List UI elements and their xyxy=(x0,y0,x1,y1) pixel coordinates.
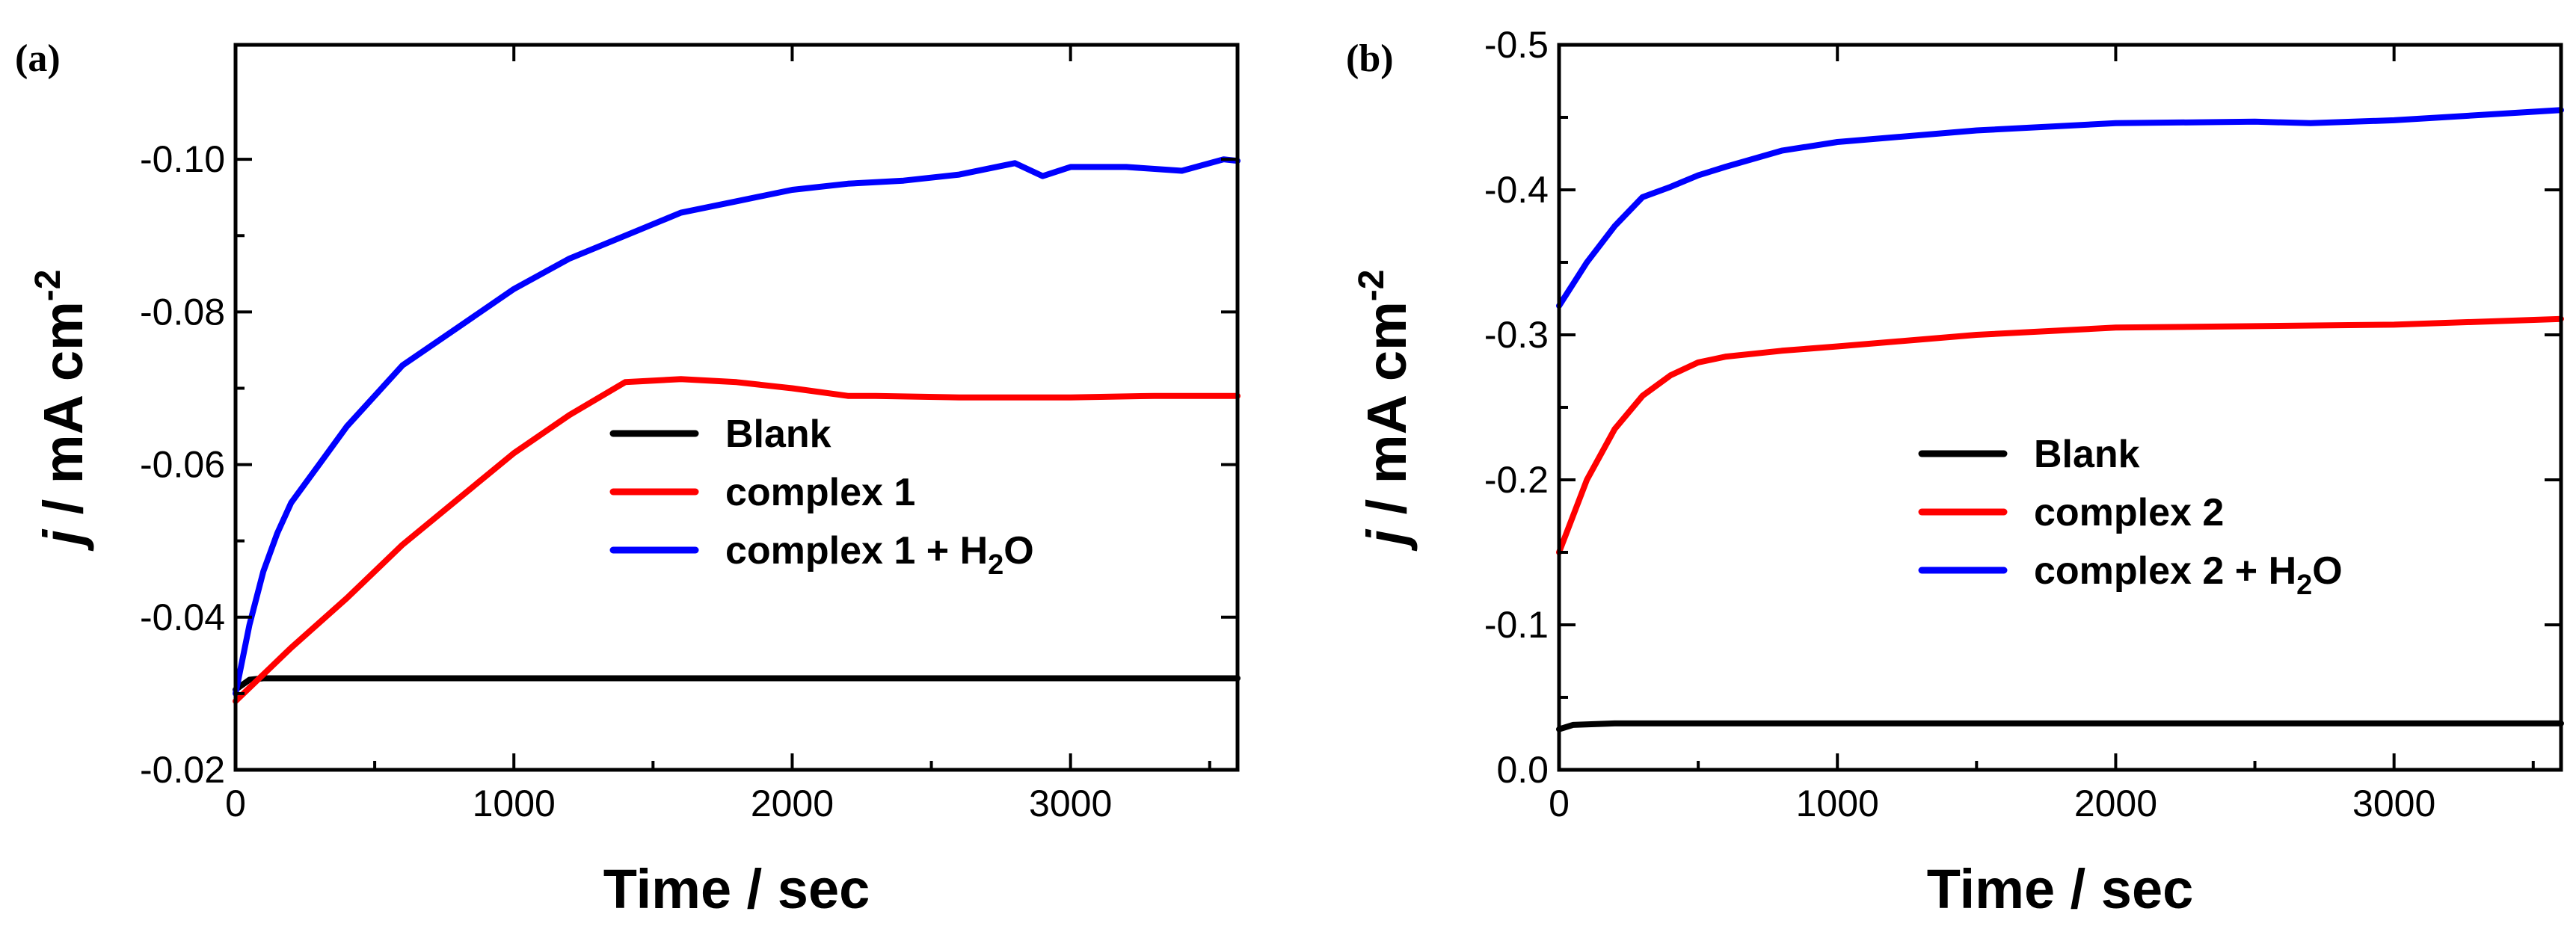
legend-label: complex 1 + H2O xyxy=(725,529,1034,581)
y-tick-label: -0.2 xyxy=(1484,459,1549,501)
y-axis-title: j / mA cm-2 xyxy=(28,270,94,552)
legend-label: complex 2 + H2O xyxy=(2034,549,2343,601)
y-tick-label: -0.10 xyxy=(140,138,225,180)
legend-label: Blank xyxy=(2034,433,2140,476)
legend-label-subscript: 2 xyxy=(988,549,1003,581)
x-tick-label: 2000 xyxy=(2074,783,2157,824)
x-tick-label: 0 xyxy=(225,783,246,824)
y-tick-label: -0.06 xyxy=(140,444,225,486)
legend-label: complex 1 xyxy=(725,471,915,514)
x-tick-label: 1000 xyxy=(1796,783,1879,824)
chart-panel-b: (b) 0 1000 2000 3000 0.0 -0.1 -0.2 -0.3 -0.4 -0.5… xyxy=(1346,24,2564,920)
series-line-complex-2 xyxy=(1556,315,2564,555)
y-tick-label: -0.02 xyxy=(140,749,225,791)
series-line-complex-1 xyxy=(233,376,1241,705)
panel-label: (a) xyxy=(15,37,61,80)
plot-frame xyxy=(233,43,1240,772)
x-tick-label: 0 xyxy=(1549,783,1570,824)
y-tick-label: -0.1 xyxy=(1484,604,1549,646)
legend-label-tail: O xyxy=(2312,549,2342,593)
series-line-complex-2-h2o xyxy=(1556,107,2564,309)
y-tick-label: -0.04 xyxy=(140,596,225,638)
x-axis-title: Time / sec xyxy=(603,858,870,920)
y-tick-label: -0.3 xyxy=(1484,314,1549,356)
legend: Blank complex 2 complex 2 + H2O xyxy=(1918,433,2343,601)
legend: Blank complex 1 complex 1 + H2O xyxy=(609,413,1034,581)
y-axis-title-unit: / mA cm xyxy=(32,301,94,530)
legend-label: complex 2 xyxy=(2034,491,2224,534)
x-tick-label: 2000 xyxy=(751,783,834,824)
y-axis-title-symbol: j xyxy=(1356,528,1418,551)
plot-frame xyxy=(1557,43,2563,772)
y-axis-title-exponent: -2 xyxy=(28,270,68,302)
legend-label-main: complex 1 + H xyxy=(725,529,988,573)
legend-label-main: complex 2 + H xyxy=(2034,549,2296,593)
y-axis-title-exponent: -2 xyxy=(1352,270,1392,302)
legend-label-main: Blank xyxy=(725,413,831,456)
series-line-blank xyxy=(1556,720,2564,732)
panel-label: (b) xyxy=(1346,37,1394,80)
x-tick-label: 3000 xyxy=(1029,783,1112,824)
legend-label: Blank xyxy=(725,413,831,456)
y-axis-title-unit: / mA cm xyxy=(1356,301,1418,530)
x-tick-label: 1000 xyxy=(473,783,556,824)
y-axis-title-symbol: j xyxy=(32,528,94,551)
legend-label-main: complex 1 xyxy=(725,471,915,514)
y-axis-title: j / mA cm-2 xyxy=(1352,270,1418,552)
x-axis-title: Time / sec xyxy=(1927,858,2194,920)
legend-label-main: Blank xyxy=(2034,433,2140,476)
x-tick-label: 3000 xyxy=(2352,783,2435,824)
series-line-complex-1-h2o xyxy=(233,156,1241,697)
series-line-blank xyxy=(233,675,1241,693)
legend-label-subscript: 2 xyxy=(2296,570,2312,601)
y-tick-label: 0.0 xyxy=(1496,749,1549,791)
legend-label-main: complex 2 xyxy=(2034,491,2224,534)
y-tick-label: -0.08 xyxy=(140,291,225,333)
y-tick-label: -0.4 xyxy=(1484,169,1549,211)
chart-panel-a: (a) 0 1000 2000 3000 -0.02 -0.04 -0.06 -0.08 -0.… xyxy=(15,37,1241,920)
legend-label-tail: O xyxy=(1003,529,1033,573)
y-tick-label: -0.5 xyxy=(1484,24,1549,66)
